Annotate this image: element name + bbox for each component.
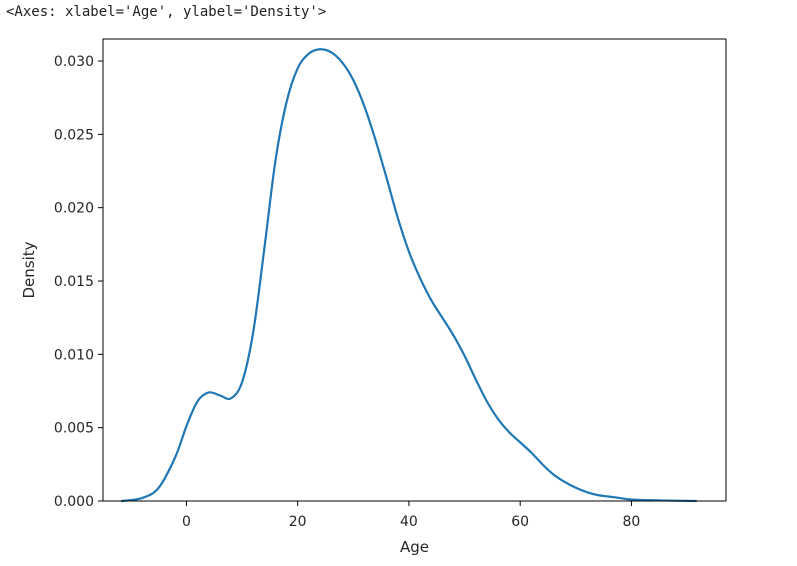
y-axis-ticks: 0.000 0.005 0.010 0.015 0.020 0.025 0.030 xyxy=(54,54,103,510)
x-axis-ticks: 0 20 40 60 80 xyxy=(182,501,640,530)
y-tick-label: 0.000 xyxy=(54,494,94,510)
density-curve xyxy=(120,48,698,503)
x-axis-label: Age xyxy=(400,538,429,556)
y-tick-label: 0.025 xyxy=(54,127,94,143)
y-tick-label: 0.010 xyxy=(54,347,94,363)
x-tick-label: 80 xyxy=(623,514,641,530)
x-tick-label: 0 xyxy=(182,514,191,530)
y-tick-label: 0.015 xyxy=(54,274,94,290)
y-tick-label: 0.005 xyxy=(54,421,94,437)
x-tick-label: 40 xyxy=(400,514,418,530)
x-tick-label: 60 xyxy=(511,514,529,530)
y-tick-label: 0.020 xyxy=(54,201,94,217)
cell-output-repr: <Axes: xlabel='Age', ylabel='Density'> xyxy=(6,4,327,20)
y-tick-label: 0.030 xyxy=(54,54,94,70)
x-tick-label: 20 xyxy=(289,514,307,530)
plot-area-frame xyxy=(102,38,727,502)
y-axis-label: Density xyxy=(20,241,38,298)
